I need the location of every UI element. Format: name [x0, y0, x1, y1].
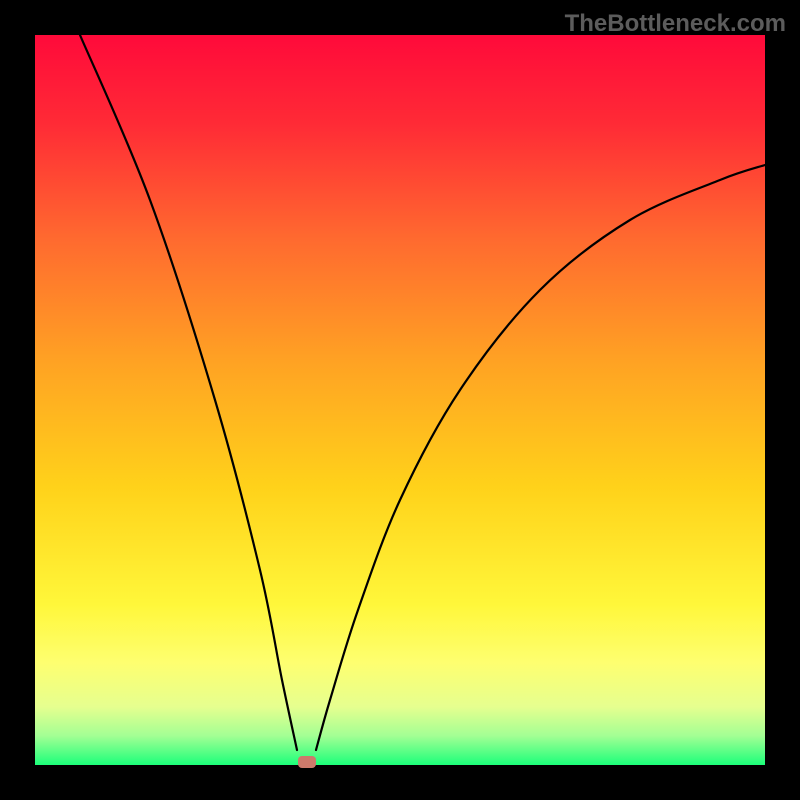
watermark-text: TheBottleneck.com [565, 10, 786, 38]
bottleneck-chart [0, 0, 800, 800]
plot-background [35, 35, 765, 765]
chart-root: TheBottleneck.com [0, 0, 800, 800]
minimum-marker [298, 756, 316, 768]
